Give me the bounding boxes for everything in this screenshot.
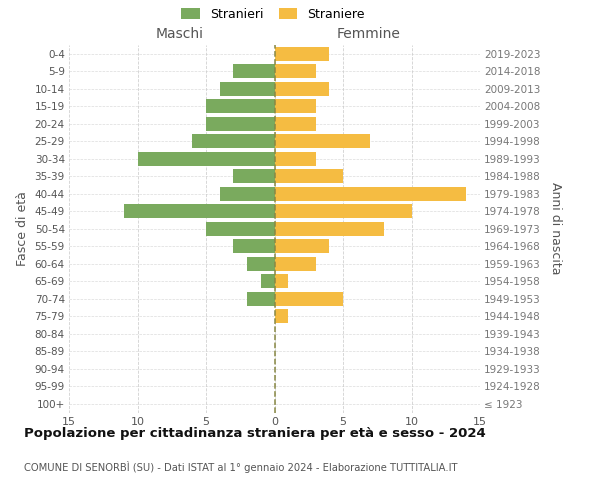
Bar bbox=[233, 64, 275, 78]
Bar bbox=[206, 222, 275, 235]
Bar bbox=[233, 240, 275, 253]
Text: Femmine: Femmine bbox=[337, 26, 401, 40]
Bar bbox=[206, 117, 275, 130]
Bar bbox=[275, 310, 288, 323]
Bar bbox=[275, 222, 384, 235]
Bar bbox=[193, 134, 275, 148]
Bar bbox=[275, 117, 316, 130]
Bar bbox=[275, 64, 316, 78]
Bar bbox=[247, 292, 275, 306]
Bar bbox=[275, 240, 329, 253]
Bar bbox=[275, 292, 343, 306]
Bar bbox=[261, 274, 275, 288]
Bar bbox=[275, 204, 412, 218]
Bar bbox=[275, 170, 343, 183]
Bar bbox=[247, 257, 275, 270]
Text: Popolazione per cittadinanza straniera per età e sesso - 2024: Popolazione per cittadinanza straniera p… bbox=[24, 428, 486, 440]
Bar bbox=[275, 152, 316, 166]
Bar bbox=[275, 100, 316, 113]
Bar bbox=[124, 204, 275, 218]
Bar bbox=[137, 152, 275, 166]
Bar bbox=[275, 187, 466, 200]
Bar bbox=[220, 187, 275, 200]
Bar bbox=[233, 170, 275, 183]
Bar bbox=[275, 82, 329, 96]
Y-axis label: Anni di nascita: Anni di nascita bbox=[549, 182, 562, 275]
Text: Maschi: Maschi bbox=[156, 26, 204, 40]
Bar bbox=[275, 257, 316, 270]
Bar bbox=[275, 47, 329, 60]
Bar bbox=[220, 82, 275, 96]
Y-axis label: Fasce di età: Fasce di età bbox=[16, 192, 29, 266]
Legend: Stranieri, Straniere: Stranieri, Straniere bbox=[181, 8, 365, 20]
Text: COMUNE DI SENORBÌ (SU) - Dati ISTAT al 1° gennaio 2024 - Elaborazione TUTTITALIA: COMUNE DI SENORBÌ (SU) - Dati ISTAT al 1… bbox=[24, 461, 458, 473]
Bar bbox=[275, 274, 288, 288]
Bar bbox=[206, 100, 275, 113]
Bar bbox=[275, 134, 370, 148]
